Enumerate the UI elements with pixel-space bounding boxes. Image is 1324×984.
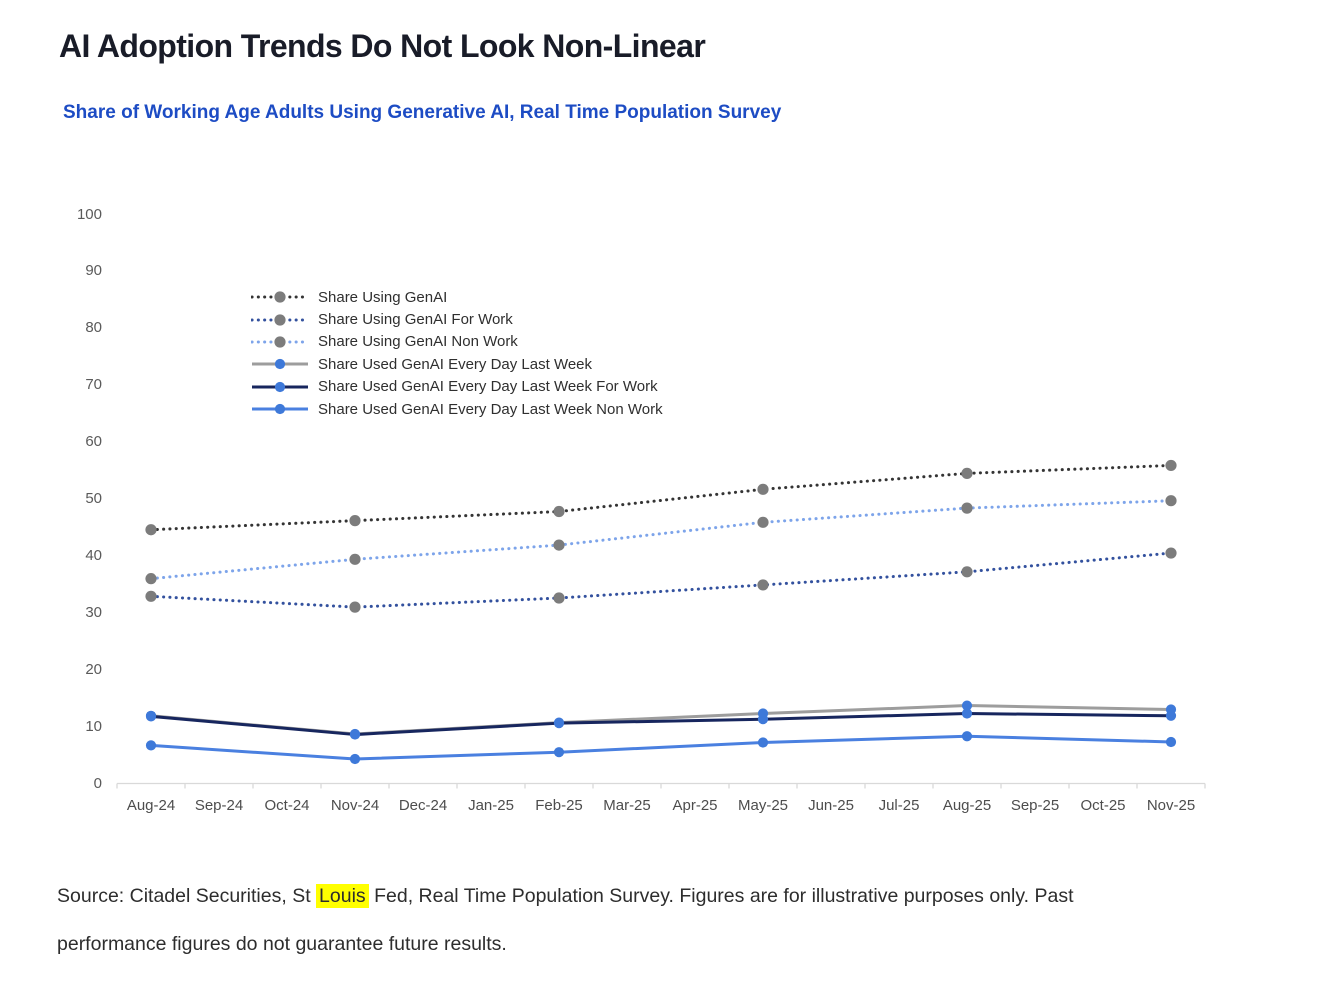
- legend-item-share-using-genai-for-work: Share Using GenAI For Work: [251, 308, 663, 330]
- data-point-share-using-genai-for-work-Nov-24: [349, 601, 361, 613]
- legend-label: Share Using GenAI: [318, 288, 448, 306]
- data-point-share-using-genai-non-work-Aug-24: [145, 573, 157, 585]
- legend-label: Share Used GenAI Every Day Last Week For…: [318, 378, 658, 396]
- legend-label: Share Used GenAI Every Day Last Week Non…: [318, 400, 663, 418]
- x-tick-label: Jul-25: [878, 797, 920, 814]
- x-tick-label: Oct-25: [1080, 797, 1126, 814]
- legend-marker: [274, 291, 286, 303]
- data-point-share-using-genai-Aug-24: [145, 524, 157, 536]
- data-point-share-using-genai-May-25: [757, 483, 769, 495]
- data-point-share-using-genai-Nov-24: [349, 515, 361, 527]
- data-point-share-used-genai-every-day-last-week-non-work-Aug-25: [961, 731, 973, 742]
- legend-label: Share Using GenAI For Work: [318, 311, 513, 329]
- x-tick-label: Sep-24: [194, 797, 244, 814]
- series-line-share-used-genai-every-day-last-week-for-work: [150, 712, 1172, 737]
- y-tick-label: 30: [85, 603, 102, 621]
- x-tick-label: May-25: [737, 797, 789, 814]
- y-tick-label: 40: [85, 546, 102, 564]
- data-point-share-used-genai-every-day-last-week-for-work-Nov-25: [1165, 710, 1177, 721]
- data-point-share-using-genai-Aug-25: [961, 467, 973, 479]
- data-point-share-used-genai-every-day-last-week-for-work-Aug-24: [145, 711, 157, 722]
- legend-swatch-icon: [251, 336, 309, 348]
- legend-marker: [274, 359, 286, 370]
- data-point-share-used-genai-every-day-last-week-non-work-Feb-25: [553, 747, 565, 758]
- y-tick-label: 80: [85, 319, 102, 337]
- legend-item-share-used-genai-every-day-last-week: Share Used GenAI Every Day Last Week: [251, 353, 663, 375]
- y-tick-label: 90: [85, 262, 102, 280]
- source-note: Source: Citadel Securities, St Louis Fed…: [57, 872, 1267, 968]
- x-tick-label: Mar-25: [603, 797, 651, 814]
- source-text: Source: Citadel Securities, St: [57, 885, 317, 907]
- y-tick-label: 70: [85, 376, 102, 394]
- chart-subtitle: Share of Working Age Adults Using Genera…: [63, 102, 782, 123]
- legend-swatch-icon: [251, 291, 309, 303]
- x-tick-label: Nov-24: [330, 797, 380, 814]
- data-point-share-using-genai-non-work-May-25: [757, 516, 769, 528]
- data-point-share-using-genai-for-work-Nov-25: [1165, 547, 1177, 559]
- y-tick-label: 0: [93, 774, 102, 792]
- x-tick-label: Nov-25: [1146, 797, 1196, 814]
- data-point-share-using-genai-Feb-25: [553, 505, 565, 518]
- series-line-share-using-genai-non-work: [149, 499, 1173, 581]
- legend-label: Share Using GenAI Non Work: [318, 333, 518, 351]
- source-highlighted-word: Louis: [316, 884, 369, 908]
- y-tick-label: 50: [85, 490, 102, 507]
- data-point-share-using-genai-for-work-Aug-24: [145, 590, 157, 602]
- series-line-share-used-genai-every-day-last-week-non-work: [150, 734, 1172, 761]
- chart-legend: Share Using GenAI Share Using GenAI For W…: [251, 286, 663, 420]
- page-title: AI Adoption Trends Do Not Look Non-Linea…: [59, 28, 706, 64]
- source-line-1: Source: Citadel Securities, St Louis Fed…: [57, 872, 1267, 920]
- x-tick-label: Dec-24: [398, 797, 448, 814]
- data-point-share-using-genai-for-work-May-25: [757, 579, 769, 591]
- data-point-share-using-genai-for-work-Feb-25: [553, 592, 565, 604]
- data-point-share-used-genai-every-day-last-week-non-work-Nov-24: [349, 753, 361, 765]
- legend-swatch-icon: [252, 381, 308, 392]
- data-point-share-using-genai-non-work-Nov-24: [349, 553, 361, 565]
- data-point-share-used-genai-every-day-last-week-non-work-Nov-25: [1165, 736, 1177, 748]
- data-point-share-using-genai-Nov-25: [1165, 459, 1177, 472]
- x-tick-label: Jan-25: [468, 797, 514, 814]
- data-point-share-used-genai-every-day-last-week-for-work-Nov-24: [349, 729, 361, 740]
- data-point-share-used-genai-every-day-last-week-for-work-May-25: [757, 714, 769, 725]
- data-point-share-using-genai-for-work-Aug-25: [961, 566, 973, 578]
- x-tick-label: Oct-24: [264, 797, 310, 814]
- legend-item-share-using-genai-non-work: Share Using GenAI Non Work: [251, 331, 663, 353]
- legend-label: Share Used GenAI Every Day Last Week: [318, 355, 593, 373]
- legend-marker: [274, 404, 286, 415]
- data-point-share-used-genai-every-day-last-week-non-work-Aug-24: [145, 740, 157, 751]
- legend-item-share-used-genai-every-day-last-week-for-work: Share Used GenAI Every Day Last Week For…: [251, 376, 663, 398]
- x-tick-label: Feb-25: [535, 797, 583, 814]
- series-line-share-using-genai: [149, 463, 1173, 532]
- legend-item-share-using-genai: Share Using GenAI: [251, 286, 663, 308]
- data-point-share-used-genai-every-day-last-week-for-work-Feb-25: [553, 718, 565, 729]
- data-point-share-using-genai-non-work-Nov-25: [1165, 495, 1177, 507]
- line-chart: 100 90 80 70 60 50 40 30 20 10 0 Aug-24 Sep-24 Oct-2…: [76, 205, 1206, 814]
- source-text: Fed, Real Time Population Survey. Figure…: [368, 885, 1074, 907]
- y-tick-label: 20: [85, 660, 102, 678]
- legend-marker: [274, 381, 286, 392]
- x-tick-label: Apr-25: [672, 797, 718, 814]
- y-tick-label: 100: [76, 205, 102, 223]
- data-point-share-used-genai-every-day-last-week-Aug-25: [961, 700, 973, 711]
- legend-swatch-icon: [251, 313, 309, 326]
- x-tick-label: Jun-25: [808, 797, 854, 814]
- y-tick-label: 10: [85, 717, 102, 735]
- source-line-2: performance figures do not guarantee fut…: [57, 933, 507, 955]
- legend-swatch-icon: [252, 359, 308, 370]
- legend-swatch-icon: [252, 404, 308, 415]
- plot-area: [116, 459, 1206, 789]
- legend-item-share-used-genai-every-day-last-week-non-work: Share Used GenAI Every Day Last Week Non…: [251, 398, 663, 420]
- data-point-share-used-genai-every-day-last-week-non-work-May-25: [757, 737, 769, 748]
- y-tick-label: 60: [85, 433, 102, 451]
- data-point-share-using-genai-non-work-Feb-25: [553, 539, 565, 551]
- data-point-share-used-genai-every-day-last-week-for-work-Aug-25: [961, 708, 973, 719]
- legend-marker: [274, 336, 286, 348]
- data-point-share-using-genai-non-work-Aug-25: [961, 502, 973, 514]
- series-line-share-using-genai-for-work: [149, 551, 1173, 609]
- x-tick-label: Sep-25: [1010, 797, 1060, 814]
- legend-marker: [274, 313, 286, 326]
- x-tick-label: Aug-25: [942, 797, 992, 814]
- x-tick-label: Aug-24: [126, 797, 176, 814]
